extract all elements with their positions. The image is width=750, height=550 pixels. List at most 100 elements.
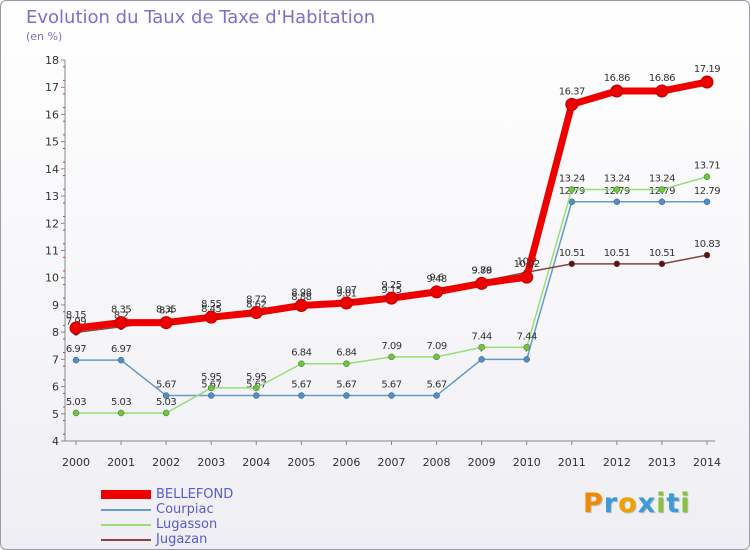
x-tick-label: 2011 (558, 456, 586, 469)
y-tick-label: 13 (45, 190, 59, 203)
data-point-bellefond (385, 291, 398, 305)
data-label-lugasson: 7.44 (517, 331, 537, 342)
data-point-lugasson (433, 353, 440, 361)
data-point-jugazan (613, 260, 621, 268)
x-tick-label: 2002 (152, 456, 180, 469)
data-point-courpiac (658, 198, 666, 206)
data-label-lugasson: 5.03 (66, 397, 86, 408)
data-label-courpiac: 5.67 (381, 380, 401, 391)
y-tick-label: 17 (45, 81, 59, 94)
data-point-courpiac (388, 392, 395, 399)
data-point-courpiac (613, 198, 621, 206)
legend-swatch (101, 523, 151, 526)
data-point-lugasson (117, 409, 125, 417)
data-point-courpiac (298, 392, 305, 399)
y-tick-label: 6 (52, 381, 59, 394)
data-label-courpiac: 5.67 (156, 380, 176, 391)
x-tick-label: 2012 (603, 456, 631, 469)
data-point-lugasson (343, 360, 350, 367)
data-point-bellefond (114, 316, 128, 330)
data-point-lugasson (613, 186, 621, 193)
data-point-bellefond (520, 270, 534, 284)
data-point-courpiac (207, 392, 215, 399)
y-tick-label: 15 (45, 136, 59, 149)
data-label-bellefond: 8.55 (201, 299, 221, 310)
x-tick-label: 2003 (197, 456, 225, 469)
data-label-jugazan: 10.51 (559, 248, 585, 259)
data-point-lugasson (207, 384, 215, 392)
data-label-bellefond: 16.86 (604, 73, 630, 84)
data-point-bellefond (655, 84, 669, 98)
data-point-bellefond (294, 298, 308, 312)
data-label-jugazan: 9.6 (429, 273, 444, 284)
data-label-bellefond: 9.07 (336, 285, 356, 296)
data-label-jugazan: 9.15 (381, 285, 401, 296)
data-point-bellefond (430, 285, 444, 299)
legend-entry-lugasson: Lugasson (101, 517, 233, 532)
data-label-jugazan: 9.01 (336, 289, 356, 300)
data-label-courpiac: 5.67 (336, 380, 356, 391)
data-label-jugazan: 8.88 (291, 292, 311, 303)
data-label-courpiac: 5.67 (426, 380, 446, 391)
data-label-bellefond: 8.35 (111, 305, 131, 316)
data-label-bellefond: 9.48 (426, 274, 446, 285)
data-label-lugasson: 13.24 (604, 174, 630, 185)
chart-subtitle: (en %) (26, 30, 63, 43)
y-tick-label: 5 (52, 408, 59, 421)
data-label-jugazan: 10.83 (694, 239, 720, 250)
data-label-bellefond: 17.19 (694, 64, 720, 75)
legend-label: Courpiac (156, 502, 214, 517)
data-point-lugasson (478, 344, 485, 351)
legend-label: BELLEFOND (156, 487, 234, 502)
data-label-lugasson: 7.09 (381, 341, 401, 352)
data-label-lugasson: 7.09 (426, 341, 446, 352)
data-label-jugazan: 10.2 (517, 256, 537, 267)
data-label-lugasson: 6.84 (336, 348, 356, 359)
legend-swatch (101, 490, 151, 499)
data-point-courpiac (117, 356, 125, 364)
data-label-lugasson: 5.95 (246, 372, 266, 383)
data-label-lugasson: 5.95 (201, 372, 221, 383)
data-point-courpiac (253, 392, 260, 399)
data-point-jugazan (658, 260, 666, 268)
data-label-lugasson: 5.03 (111, 397, 131, 408)
data-label-bellefond: 16.37 (559, 86, 585, 97)
data-label-jugazan: 9.86 (472, 266, 492, 277)
logo-letter: P (583, 488, 604, 519)
data-label-jugazan: 8.45 (201, 304, 221, 315)
legend-swatch (101, 508, 151, 511)
x-tick-label: 2009 (468, 456, 496, 469)
logo-letter: t (666, 488, 681, 519)
data-label-lugasson: 13.24 (649, 174, 675, 185)
data-point-lugasson (658, 186, 666, 193)
data-point-lugasson (523, 344, 530, 351)
data-label-courpiac: 6.97 (111, 344, 131, 355)
data-label-jugazan: 8.62 (246, 299, 266, 310)
data-point-lugasson (298, 360, 305, 367)
data-point-jugazan (568, 260, 576, 268)
y-tick-label: 7 (52, 353, 59, 366)
data-point-bellefond (204, 310, 218, 324)
x-tick-label: 2010 (513, 456, 541, 469)
data-label-jugazan: 8.4 (159, 305, 174, 316)
data-point-courpiac (433, 392, 440, 399)
data-point-lugasson (162, 409, 170, 417)
chart-title: Evolution du Taux de Taxe d'Habitation (26, 7, 376, 28)
logo-letter: i (656, 488, 667, 519)
x-tick-label: 2001 (107, 456, 135, 469)
legend-entry-bellefond: BELLEFOND (101, 487, 233, 502)
x-tick-label: 2008 (423, 456, 451, 469)
data-point-courpiac (523, 356, 530, 363)
logo-letter: i (680, 488, 691, 519)
data-label-jugazan: 10.51 (604, 248, 630, 259)
y-tick-label: 16 (45, 108, 59, 121)
x-tick-label: 2005 (287, 456, 315, 469)
legend-entry-courpiac: Courpiac (101, 502, 233, 517)
data-label-courpiac: 5.67 (291, 380, 311, 391)
logo-letter: x (637, 488, 657, 519)
data-point-lugasson (253, 384, 260, 392)
data-point-lugasson (568, 186, 576, 193)
x-tick-label: 2007 (378, 456, 406, 469)
data-point-bellefond (700, 75, 714, 89)
